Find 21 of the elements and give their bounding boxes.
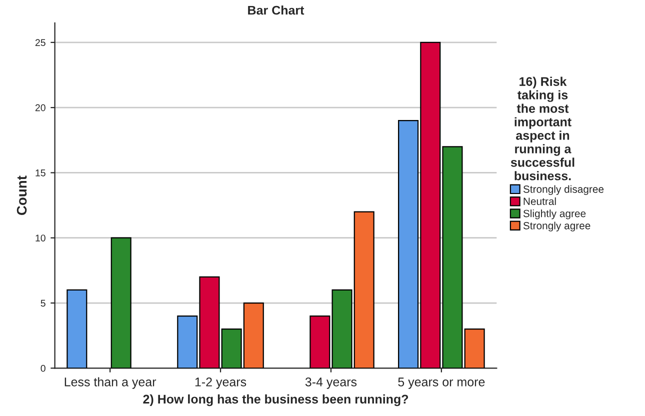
bar [464,328,485,368]
y-tick-label: 5 [40,300,46,307]
x-tick-label: 5 years or more [398,378,485,389]
chart-title: Bar Chart [248,5,304,15]
x-tick-label: Less than a year [64,377,156,389]
legend-label: Strongly agree [523,222,590,232]
legend-label: Slightly agree [523,210,586,220]
y-tick-label: 25 [35,39,46,46]
x-axis-title: 2) How long has the business been running? [143,394,408,406]
bar [66,289,88,368]
x-tick-label: 1-2 years [195,378,246,389]
legend-title: 16) Risk taking is the most important aspect in running a successful business. [510,76,574,180]
y-tick-label: 10 [36,234,46,242]
y-tick-label: 15 [36,170,46,176]
bar [110,237,132,368]
y-tick-label: 20 [35,104,46,112]
y-axis-title: Count [16,176,27,215]
legend-label: Neutral [524,197,556,206]
legend-label: Strongly disagree [523,185,604,195]
x-tick-label: 3-4 years [305,378,357,389]
y-tick-label: 0 [40,364,46,372]
